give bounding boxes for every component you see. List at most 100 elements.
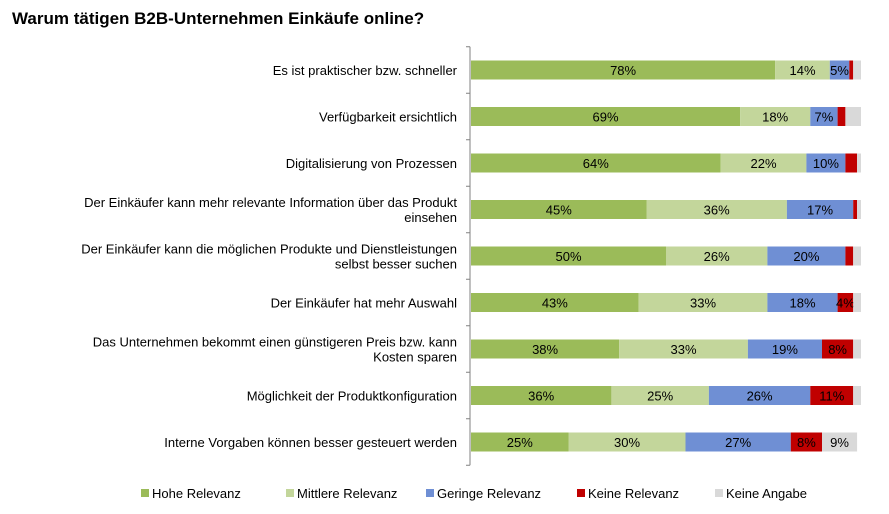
- legend-label: Geringe Relevanz: [437, 486, 541, 501]
- data-label: 26%: [704, 249, 730, 264]
- data-label: 4%: [836, 296, 855, 311]
- bar-segment: [845, 107, 861, 126]
- legend-swatch: [426, 489, 434, 497]
- data-label: 14%: [789, 63, 815, 78]
- bar-segment: [806, 153, 846, 173]
- bar-segment: [568, 432, 686, 452]
- bar-segment: [471, 386, 612, 405]
- bar-segment: [845, 153, 858, 173]
- bar-segment: [790, 432, 822, 452]
- data-label: 33%: [690, 296, 716, 311]
- bar-segment: [471, 293, 639, 312]
- data-label: 36%: [528, 389, 554, 404]
- bar-segment: [810, 386, 854, 405]
- data-label: 30%: [614, 435, 640, 450]
- bar-segment: [853, 60, 861, 80]
- data-label: 10%: [813, 156, 839, 171]
- bar-segment: [837, 293, 854, 312]
- bar-segment: [767, 246, 846, 266]
- chart-title: Warum tätigen B2B-Unternehmen Einkäufe o…: [12, 9, 425, 28]
- bar-segment: [786, 200, 854, 219]
- category-label: Digitalisierung von Prozessen: [286, 156, 457, 171]
- bar-segment: [471, 107, 741, 126]
- legend-label: Keine Angabe: [726, 486, 807, 501]
- data-label: 8%: [797, 435, 816, 450]
- data-label: 78%: [610, 63, 636, 78]
- y-axis: [466, 46, 471, 466]
- data-label: 26%: [747, 389, 773, 404]
- data-label: 8%: [828, 342, 847, 357]
- legend: Hohe Relevanz Mittlere Relevanz Geringe Re…: [141, 486, 807, 501]
- data-label: 43%: [542, 296, 568, 311]
- bars: 78% 14% 5% 69% 18% 7% 64% 22% 10% 45% 36% 17% 50% 26%…: [471, 60, 861, 452]
- category-labels: Es ist praktischer bzw. schneller Verfügb…: [81, 63, 457, 450]
- bar-segment: [829, 60, 850, 80]
- data-label: 9%: [830, 435, 849, 450]
- data-label: 17%: [807, 203, 833, 218]
- category-label: Verfügbarkeit ersichtlich: [319, 110, 457, 125]
- bar-segment: [666, 246, 768, 266]
- bar-segment: [853, 246, 861, 266]
- bar-segment: [837, 107, 846, 126]
- bar-segment: [471, 339, 620, 359]
- bar-segment: [853, 386, 861, 405]
- data-label: 25%: [507, 435, 533, 450]
- bar-segment: [853, 293, 861, 312]
- bar-segment: [857, 200, 861, 219]
- data-label: 18%: [762, 110, 788, 125]
- data-label: 18%: [789, 296, 815, 311]
- bar-segment: [708, 386, 811, 405]
- bar-segment: [775, 60, 830, 80]
- bar-segment: [471, 153, 721, 173]
- bar-segment: [471, 246, 666, 266]
- legend-label: Keine Relevanz: [588, 486, 679, 501]
- bar-segment: [822, 432, 858, 452]
- category-label: Der Einkäufer kann die möglichen Produkt…: [81, 242, 457, 272]
- legend-label: Mittlere Relevanz: [297, 486, 397, 501]
- data-label: 22%: [750, 156, 776, 171]
- legend-swatch: [577, 489, 585, 497]
- data-label: 19%: [772, 342, 798, 357]
- bar-segment: [740, 107, 811, 126]
- data-label: 25%: [647, 389, 673, 404]
- data-label: 27%: [725, 435, 751, 450]
- bar-segment: [747, 339, 822, 359]
- legend-swatch: [286, 489, 294, 497]
- bar-segment: [845, 246, 854, 266]
- category-label: Es ist praktischer bzw. schneller: [273, 63, 458, 78]
- data-label: 5%: [830, 63, 849, 78]
- bar-segment: [857, 153, 861, 173]
- data-label: 36%: [704, 203, 730, 218]
- category-label: Interne Vorgaben können besser gesteuert…: [164, 435, 457, 450]
- data-label: 50%: [555, 249, 581, 264]
- category-label: Der Einkäufer kann mehr relevante Inform…: [84, 195, 457, 225]
- data-label: 20%: [793, 249, 819, 264]
- category-label: Das Unternehmen bekommt einen günstigere…: [93, 335, 457, 365]
- bar-segment: [471, 432, 569, 452]
- data-label: 38%: [532, 342, 558, 357]
- bar-segment: [849, 60, 854, 80]
- bar-segment: [853, 200, 858, 219]
- data-label: 7%: [815, 110, 834, 125]
- category-label: Der Einkäufer hat mehr Auswahl: [271, 296, 458, 311]
- data-label: 69%: [593, 110, 619, 125]
- bar-segment: [619, 339, 748, 359]
- data-label: 64%: [583, 156, 609, 171]
- bar-segment: [471, 200, 647, 219]
- bar-segment: [471, 60, 776, 80]
- bar-segment: [720, 153, 807, 173]
- bar-segment: [638, 293, 768, 312]
- bar-segment: [810, 107, 838, 126]
- bar-segment: [685, 432, 791, 452]
- category-label: Möglichkeit der Produktkonfiguration: [247, 389, 457, 404]
- bar-segment: [767, 293, 838, 312]
- data-label: 45%: [546, 203, 572, 218]
- bar-segment: [853, 339, 861, 359]
- data-label: 33%: [671, 342, 697, 357]
- bar-segment: [646, 200, 787, 219]
- legend-label: Hohe Relevanz: [152, 486, 241, 501]
- legend-swatch: [715, 489, 723, 497]
- legend-swatch: [141, 489, 149, 497]
- bar-segment: [611, 386, 709, 405]
